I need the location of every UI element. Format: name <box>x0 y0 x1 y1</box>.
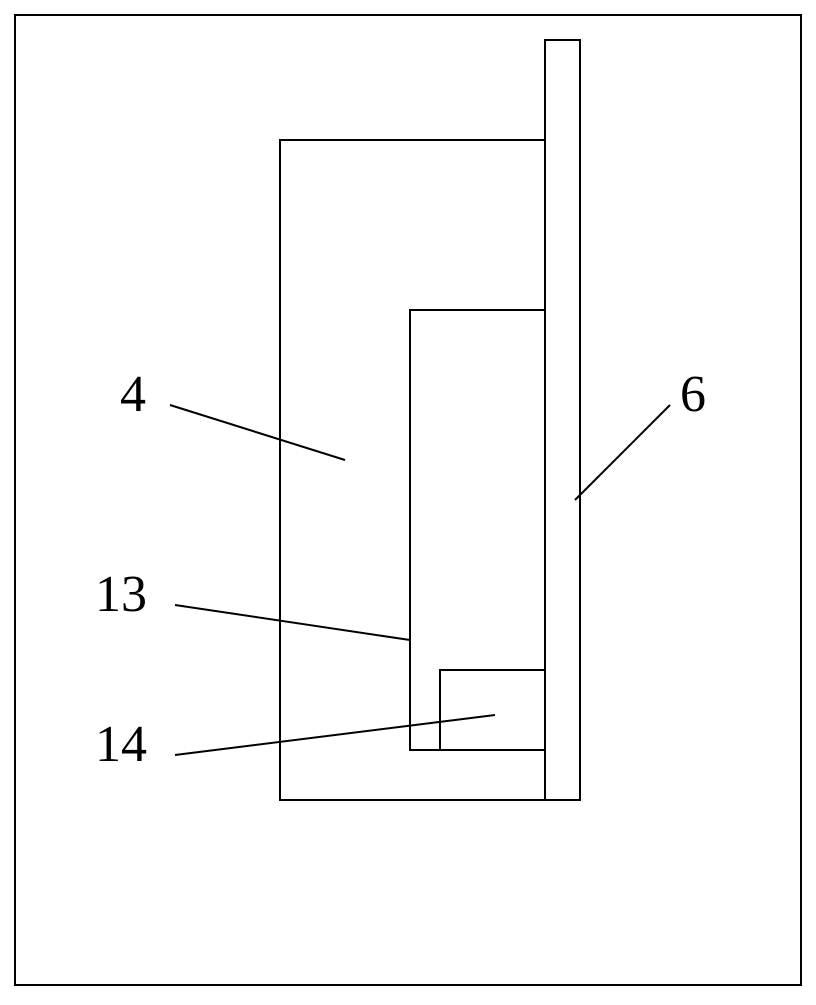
diagram-svg <box>0 0 816 1000</box>
small-rect <box>440 670 545 750</box>
label-13: 13 <box>95 565 147 624</box>
leader-line-6 <box>575 405 670 500</box>
outer-frame <box>15 15 801 985</box>
label-6: 6 <box>680 365 706 424</box>
leader-line-4 <box>170 405 345 460</box>
main-body-shape <box>280 140 545 800</box>
label-14: 14 <box>95 715 147 774</box>
vertical-plate <box>545 40 580 800</box>
label-4: 4 <box>120 365 146 424</box>
leader-line-13 <box>175 605 410 640</box>
diagram-container: 4 6 13 14 <box>0 0 816 1000</box>
